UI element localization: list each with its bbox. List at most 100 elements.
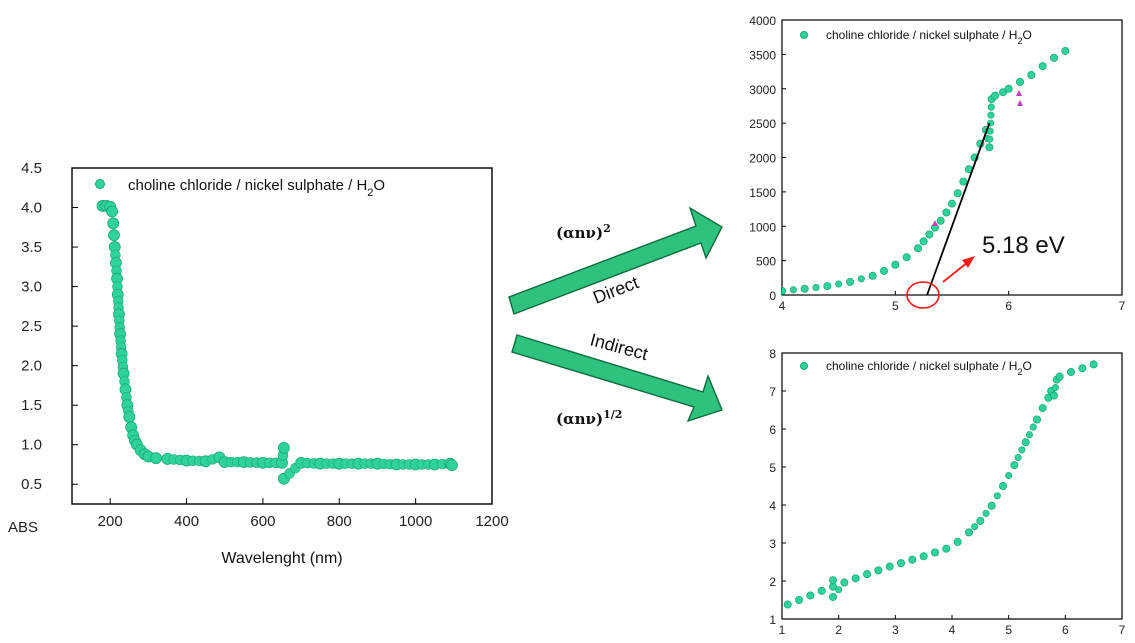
direct-data-point xyxy=(999,88,1008,97)
absorbance-x-tick-label: 1000 xyxy=(399,513,432,530)
absorbance-x-ticks: 200 400 600 800 1000 1200 xyxy=(98,498,509,530)
indirect-y-tick-label: 8 xyxy=(769,347,776,361)
direct-data-point xyxy=(1016,77,1025,86)
direct-x-tick-label: 7 xyxy=(1119,299,1126,313)
absorbance-data-point xyxy=(446,459,458,472)
direct-data-point xyxy=(1004,84,1013,93)
absorbance-data-point xyxy=(106,205,118,218)
indirect-data-point xyxy=(965,528,974,537)
direct-data-point xyxy=(902,253,911,262)
indirect-data-point xyxy=(829,592,838,601)
direct-data-point xyxy=(1061,46,1070,55)
direct-arrow: Direct xyxy=(508,206,723,315)
indirect-y-tick-label: 2 xyxy=(769,575,776,589)
direct-y-tick-label: 0 xyxy=(769,289,776,303)
indirect-data-point xyxy=(931,548,940,557)
absorbance-x-axis-label: Wavelenght (nm) xyxy=(221,550,342,567)
indirect-data-point xyxy=(863,570,872,579)
direct-series xyxy=(782,46,1070,295)
indirect-data-point xyxy=(874,566,883,575)
indirect-data-point xyxy=(1078,364,1087,373)
absorbance-x-tick-label: 400 xyxy=(174,513,199,530)
indirect-trace-point xyxy=(1018,446,1026,454)
indirect-data-point xyxy=(987,501,996,510)
direct-data-point xyxy=(846,277,855,286)
direct-data-point xyxy=(942,208,951,217)
indirect-trace-point xyxy=(1029,423,1037,431)
direct-data-point xyxy=(953,189,962,198)
indirect-trace-point xyxy=(835,586,843,594)
absorbance-data-point xyxy=(150,452,162,465)
indirect-data-point xyxy=(1055,372,1064,381)
direct-fit-line xyxy=(926,122,991,296)
indirect-data-point xyxy=(976,516,985,525)
direct-data-point xyxy=(782,286,786,295)
indirect-data-point xyxy=(885,562,894,571)
absorbance-y-tick-label: 2.0 xyxy=(21,358,42,375)
direct-x-ticks: 4 5 6 7 xyxy=(779,291,1126,313)
indirect-x-tick-label: 7 xyxy=(1119,623,1126,637)
band-gap-pointer-head xyxy=(962,256,975,268)
direct-legend-marker xyxy=(800,31,808,39)
direct-data-point xyxy=(1027,71,1036,80)
absorbance-y-tick-label: 3.5 xyxy=(21,239,42,256)
direct-y-ticks: 0 500 1000 1500 2000 2500 3000 3500 4000 xyxy=(749,14,786,303)
absorbance-legend-text: choline chloride / nickel sulphate / H2O xyxy=(128,177,385,199)
indirect-data-point xyxy=(1050,391,1059,400)
direct-x-tick-label: 4 xyxy=(779,299,786,313)
indirect-data-point xyxy=(1010,461,1019,470)
absorbance-x-tick-label: 1200 xyxy=(475,513,508,530)
indirect-legend-text: choline chloride / nickel sulphate / H2O xyxy=(826,359,1032,377)
direct-data-point xyxy=(959,177,968,186)
indirect-x-tick-label: 4 xyxy=(949,623,956,637)
absorbance-y-tick-label: 1.0 xyxy=(21,437,42,454)
direct-y-tick-label: 3000 xyxy=(749,83,776,97)
indirect-trace-point xyxy=(1014,453,1022,462)
direct-trace-point xyxy=(986,135,994,143)
absorbance-y-tick-label: 1.5 xyxy=(21,397,42,414)
band-gap-value: 5.18 eV xyxy=(982,232,1065,259)
direct-y-tick-label: 4000 xyxy=(749,14,776,28)
indirect-tauc-chart: 1 2 3 4 5 6 7 8 1 2 3 4 5 6 7 choline chloride / nick… xyxy=(769,347,1125,637)
band-gap-pointer xyxy=(942,261,969,283)
direct-data-point xyxy=(891,260,900,269)
indirect-x-tick-label: 2 xyxy=(835,623,842,637)
indirect-y-tick-label: 4 xyxy=(769,499,776,513)
outlier-marker xyxy=(932,220,938,226)
indirect-formula: (αnν)1/2 xyxy=(556,408,622,429)
direct-legend: choline chloride / nickel sulphate / H2O xyxy=(800,28,1032,46)
direct-trace-point xyxy=(987,103,995,111)
direct-tauc-chart: 0 500 1000 1500 2000 2500 3000 3500 4000 4 5 6 7 5.… xyxy=(749,14,1125,313)
absorbance-y-tick-label: 4.5 xyxy=(21,160,42,177)
indirect-trace-point xyxy=(971,523,979,531)
direct-data-point xyxy=(985,143,994,152)
absorbance-legend-marker xyxy=(95,179,105,189)
direct-y-tick-label: 1000 xyxy=(749,220,776,234)
band-gap-highlight xyxy=(906,281,940,309)
direct-formula: (αnν)2 xyxy=(556,222,611,243)
direct-data-point xyxy=(1050,53,1059,62)
indirect-data-point xyxy=(795,596,804,605)
direct-data-point xyxy=(800,284,809,293)
absorbance-y-tick-label: 0.5 xyxy=(21,476,42,493)
absorbance-data-point xyxy=(123,411,136,423)
indirect-y-ticks: 1 2 3 4 5 6 7 8 xyxy=(769,347,786,627)
direct-x-tick-label: 6 xyxy=(1005,299,1012,313)
indirect-data-point xyxy=(908,555,917,564)
direct-data-point xyxy=(1038,62,1047,71)
indirect-x-tick-label: 6 xyxy=(1062,623,1069,637)
direct-y-tick-label: 3500 xyxy=(749,48,776,62)
direct-arrow-shape xyxy=(508,206,723,315)
absorbance-y-tick-label: 4.0 xyxy=(21,200,42,217)
indirect-data-point xyxy=(806,591,815,600)
indirect-x-ticks: 1 2 3 4 5 6 7 xyxy=(779,615,1126,637)
indirect-data-point xyxy=(942,544,951,553)
direct-trace-point xyxy=(857,275,865,283)
indirect-series xyxy=(783,360,1098,609)
indirect-data-point xyxy=(897,559,906,568)
indirect-data-point xyxy=(1033,415,1042,424)
indirect-data-point xyxy=(783,600,792,609)
indirect-data-point xyxy=(1038,404,1047,413)
outlier-marker xyxy=(1016,90,1022,96)
absorbance-data-point xyxy=(108,229,120,242)
